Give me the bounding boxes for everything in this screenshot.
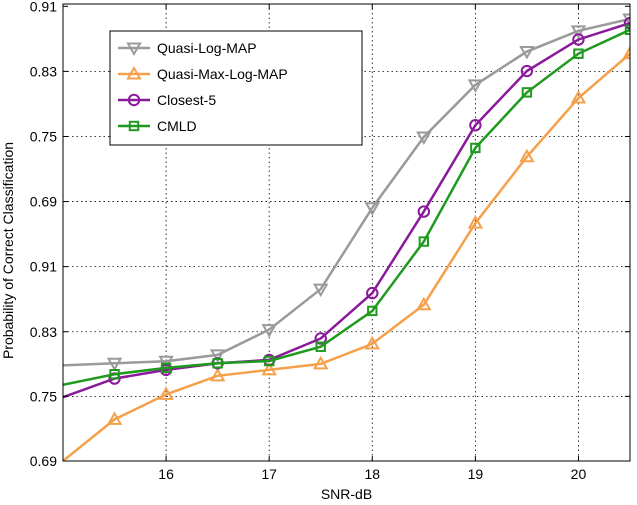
data-point — [467, 215, 484, 229]
y-tick-label: 0.83 — [30, 63, 57, 79]
x-tick-label: 19 — [468, 466, 484, 482]
data-series — [63, 13, 630, 461]
series-cmld — [63, 24, 630, 387]
legend-box — [109, 30, 363, 146]
data-point — [315, 341, 326, 352]
legend-label: Quasi-Max-Log-MAP — [157, 66, 288, 82]
x-tick-label: 20 — [571, 466, 587, 482]
data-point — [418, 236, 430, 247]
y-tick-label: 0.69 — [30, 194, 57, 210]
x-tick-label: 18 — [364, 466, 380, 482]
data-point — [209, 367, 226, 382]
data-point — [572, 33, 585, 46]
y-axis-title: Probability of Correct Classification — [0, 142, 16, 359]
data-point — [416, 296, 432, 311]
series-line — [63, 17, 630, 367]
legend-item: Quasi-Max-Log-MAP — [118, 65, 288, 82]
data-point — [519, 46, 535, 60]
series-line — [63, 52, 630, 461]
series-quasi-log-map — [63, 13, 630, 372]
legend-item: Closest-5 — [118, 92, 216, 108]
data-point — [261, 324, 277, 338]
data-point — [416, 131, 432, 146]
series-line — [63, 21, 630, 399]
data-point — [314, 332, 327, 345]
data-point — [367, 305, 378, 317]
data-point — [470, 142, 481, 154]
data-point — [622, 45, 630, 60]
x-tick-label: 16 — [158, 466, 174, 482]
data-point — [521, 87, 533, 98]
series-quasi-max-log-map — [63, 45, 630, 461]
x-axis-title: SNR-dB — [321, 486, 372, 502]
y-tick-label: 0.69 — [30, 453, 57, 469]
legend-item: CMLD — [118, 118, 197, 134]
data-point — [520, 64, 534, 78]
y-tick-label: 0.75 — [30, 128, 57, 144]
legend-swatch-marker — [126, 42, 142, 57]
y-tick-label: 0.83 — [30, 324, 57, 340]
data-point — [467, 79, 484, 93]
data-point — [364, 202, 380, 216]
y-tick-label: 0.75 — [30, 388, 57, 404]
y-tick-label: 0.91 — [30, 0, 57, 14]
data-point — [160, 362, 172, 374]
data-point — [313, 283, 329, 298]
data-point — [570, 25, 587, 39]
legend-swatch-marker — [126, 65, 142, 80]
legend-label: Quasi-Log-MAP — [157, 40, 257, 56]
data-point — [469, 119, 482, 132]
y-tick-label: 0.91 — [30, 259, 57, 275]
data-point — [570, 89, 587, 104]
data-point — [366, 286, 379, 300]
data-point — [212, 358, 223, 369]
x-tick-label: 17 — [261, 466, 277, 482]
legend-item: Quasi-Log-MAP — [118, 40, 257, 57]
data-point — [106, 411, 123, 425]
axis-ticks: 16 17 18 19 20 0.69 0.75 0.83 0.91 0.69 0.75 0.83 0.… — [30, 0, 630, 482]
data-point — [313, 355, 329, 370]
series-line — [63, 28, 630, 387]
data-point — [364, 335, 380, 350]
data-point — [519, 148, 535, 163]
data-point — [209, 349, 226, 363]
data-point — [573, 48, 584, 59]
data-point — [106, 357, 123, 372]
data-point — [417, 205, 431, 218]
legend-swatch-marker — [127, 93, 141, 107]
data-point — [158, 386, 174, 400]
data-point — [158, 355, 174, 370]
data-point — [109, 369, 120, 380]
legend: Quasi-Log-MAP Quasi-Max-Log-MAP Closest-5 C… — [109, 30, 363, 146]
data-point — [261, 361, 277, 376]
data-point — [263, 355, 275, 367]
plot-area-frame — [62, 3, 631, 462]
legend-swatch-marker — [128, 120, 140, 132]
legend-label: Closest-5 — [157, 92, 216, 108]
legend-label: CMLD — [157, 118, 197, 134]
